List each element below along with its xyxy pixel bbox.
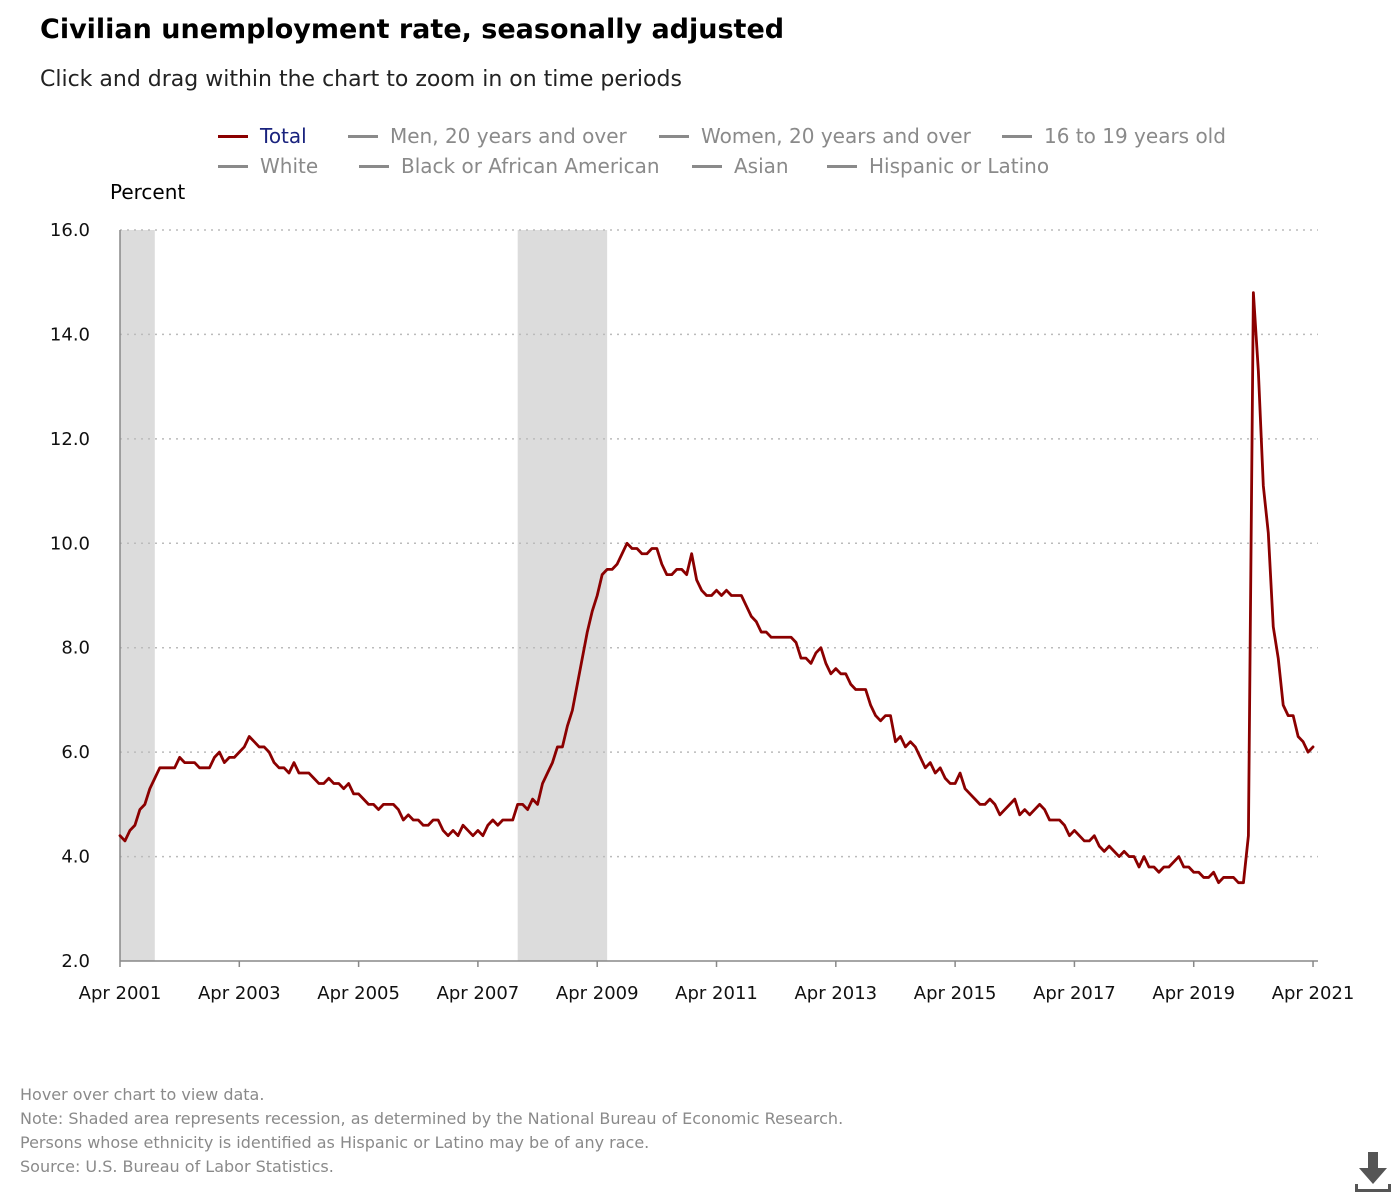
y-tick-label: 12.0 xyxy=(50,429,90,450)
legend-label: Hispanic or Latino xyxy=(869,154,1050,178)
download-icon xyxy=(1355,1152,1391,1192)
recession-band xyxy=(120,230,155,961)
legend-item-16-to-19[interactable]: 16 to 19 years old xyxy=(1002,124,1226,148)
chart-subtitle: Click and drag within the chart to zoom … xyxy=(40,67,682,92)
recession-band xyxy=(517,230,608,961)
note-recession: Note: Shaded area represents recession, … xyxy=(20,1109,844,1128)
x-tick-label: Apr 2019 xyxy=(1152,983,1235,1004)
download-button[interactable] xyxy=(1355,1150,1391,1194)
legend-swatch xyxy=(218,134,248,138)
legend-item-total[interactable]: Total xyxy=(218,124,307,148)
legend-swatch xyxy=(659,134,689,138)
y-tick-label: 8.0 xyxy=(61,638,90,659)
recession-shading xyxy=(120,230,608,961)
x-tick-label: Apr 2021 xyxy=(1272,983,1355,1004)
line-chart[interactable]: 2.0 4.0 6.0 8.0 10.0 12.0 14.0 16.0 Apr 2001 Apr … xyxy=(0,0,1400,1060)
x-tick-label: Apr 2005 xyxy=(317,983,400,1004)
x-tick-label: Apr 2011 xyxy=(675,983,758,1004)
x-tick-label: Apr 2003 xyxy=(198,983,281,1004)
y-tick-label: 16.0 xyxy=(50,220,90,241)
legend-label: Asian xyxy=(734,154,789,178)
legend-item-white[interactable]: White xyxy=(218,154,318,178)
series-line-total xyxy=(118,291,1315,885)
legend-label: Women, 20 years and over xyxy=(701,124,971,148)
x-tick-label: Apr 2001 xyxy=(79,983,162,1004)
x-tick-label: Apr 2013 xyxy=(794,983,877,1004)
legend-swatch xyxy=(1002,134,1032,138)
y-tick-label: 10.0 xyxy=(50,533,90,554)
chart-notes: Hover over chart to view data. Note: Sha… xyxy=(20,1083,843,1179)
y-tick-label: 2.0 xyxy=(61,951,90,972)
y-tick-label: 14.0 xyxy=(50,324,90,345)
note-hover: Hover over chart to view data. xyxy=(20,1085,265,1104)
y-axis-title: Percent xyxy=(110,180,186,204)
series-layer xyxy=(118,291,1315,885)
legend-item-women-20-over[interactable]: Women, 20 years and over xyxy=(659,124,971,148)
y-tick-label: 6.0 xyxy=(61,742,90,763)
note-hispanic: Persons whose ethnicity is identified as… xyxy=(20,1133,650,1152)
x-tick-label: Apr 2009 xyxy=(556,983,639,1004)
legend-label: Men, 20 years and over xyxy=(390,124,627,148)
note-source: Source: U.S. Bureau of Labor Statistics. xyxy=(20,1157,334,1176)
legend-item-men-20-over[interactable]: Men, 20 years and over xyxy=(348,124,627,148)
x-tick-label: Apr 2017 xyxy=(1033,983,1116,1004)
legend: Total Men, 20 years and over Women, 20 y… xyxy=(0,0,1400,200)
x-tick-label: Apr 2007 xyxy=(437,983,520,1004)
y-tick-label: 4.0 xyxy=(61,847,90,868)
legend-label: Total xyxy=(260,124,307,148)
legend-swatch xyxy=(348,134,378,138)
legend-swatch xyxy=(692,164,722,168)
gridlines xyxy=(120,229,1318,858)
legend-swatch xyxy=(218,164,248,168)
legend-label: White xyxy=(260,154,319,178)
legend-label: Black or African American xyxy=(401,154,660,178)
legend-swatch xyxy=(359,164,389,168)
axes: 2.0 4.0 6.0 8.0 10.0 12.0 14.0 16.0 Apr 2001 Apr … xyxy=(50,220,1354,1004)
x-tick-label: Apr 2015 xyxy=(914,983,997,1004)
chart-title: Civilian unemployment rate, seasonally a… xyxy=(40,14,785,45)
legend-item-hispanic[interactable]: Hispanic or Latino xyxy=(827,154,1049,178)
legend-item-asian[interactable]: Asian xyxy=(692,154,789,178)
legend-item-black[interactable]: Black or African American xyxy=(359,154,660,178)
legend-swatch xyxy=(827,164,857,168)
legend-label: 16 to 19 years old xyxy=(1044,124,1226,148)
